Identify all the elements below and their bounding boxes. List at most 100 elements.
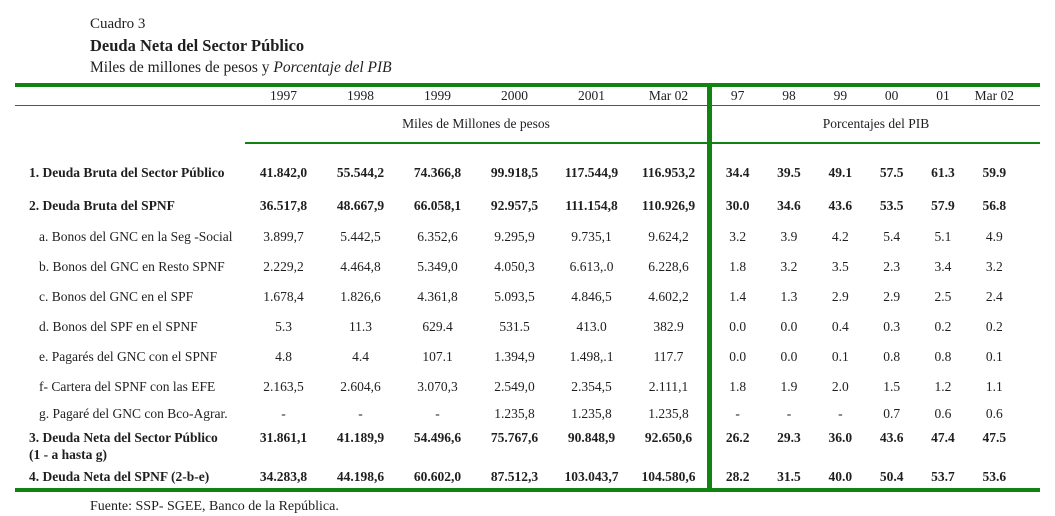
- pib-value-cell: 0.1: [831, 349, 849, 364]
- pesos-value-cell: 1.678,4: [263, 289, 304, 304]
- pesos-value-cell: -: [435, 406, 440, 421]
- pesos-value-cell: 11.3: [348, 319, 373, 334]
- pib-year-header-row: 97 98 99 00 01 Mar 02: [712, 87, 1040, 106]
- row-label: 1. Deuda Bruta del Sector Público: [15, 165, 245, 181]
- pesos-value-cell: 1.498,.1: [569, 349, 614, 364]
- pesos-group-label: Miles de Millones de pesos: [402, 116, 550, 131]
- pib-value-cell: 3.9: [780, 229, 798, 244]
- pib-value-cell: 43.6: [828, 198, 853, 213]
- pib-value-cell: 47.4: [931, 430, 955, 445]
- pib-value-cell: 57.9: [931, 198, 955, 213]
- pib-value-cell: 3.2: [985, 259, 1003, 274]
- table-row: d. Bonos del SPF en el SPNF 5.3 11.3 629.4 5…: [15, 312, 707, 342]
- pesos-value-cell: 3.899,7: [263, 229, 304, 244]
- row-label-line1: 3. Deuda Neta del Sector Público: [29, 430, 218, 445]
- pib-value-cell: 0.0: [729, 349, 747, 364]
- pesos-section: 1997 1998 1999 2000 2001 Mar 02 Miles de Mill…: [15, 87, 707, 488]
- row-label: d. Bonos del SPF en el SPNF: [15, 319, 245, 335]
- pib-group-label: Porcentajes del PIB: [822, 116, 930, 131]
- table-header-block: Cuadro 3 Deuda Neta del Sector Público M…: [90, 0, 1055, 79]
- pib-value-cell: 57.5: [879, 165, 904, 180]
- pesos-value-cell: 6.228,6: [648, 259, 689, 274]
- pib-value-cell: 5.4: [883, 229, 901, 244]
- pib-value-cell: 28.2: [725, 469, 750, 484]
- year-column-header: 1999: [424, 88, 451, 103]
- year-column-header: Mar 02: [648, 88, 689, 103]
- pesos-value-cell: 382.9: [653, 319, 684, 334]
- table-row: 1.8 3.2 3.5 2.3 3.4 3.2: [712, 252, 1040, 282]
- pib-value-cell: 2.0: [831, 379, 849, 394]
- table-title: Deuda Neta del Sector Público: [90, 36, 305, 55]
- pesos-value-cell: 3.070,3: [417, 379, 458, 394]
- pesos-value-cell: 2.229,2: [263, 259, 304, 274]
- year-column-header: Mar 02: [974, 88, 1014, 103]
- pib-value-cell: 2.4: [985, 289, 1003, 304]
- pesos-value-cell: 1.235,8: [494, 406, 535, 421]
- pib-rows: 34.4 39.5 49.1 57.5 61.3 59.9 30.0 34.6 43.6 53.5…: [712, 144, 1040, 488]
- pib-group-label-wrap: Porcentajes del PIB: [712, 106, 1040, 144]
- row-label-line1: a. Bonos del GNC en la Seg -Social: [39, 229, 233, 244]
- pesos-value-cell: 92.650,6: [644, 430, 693, 445]
- pib-value-cell: 59.9: [982, 165, 1007, 180]
- pib-value-cell: 4.2: [831, 229, 849, 244]
- table-row: 1.4 1.3 2.9 2.9 2.5 2.4: [712, 282, 1040, 312]
- row-label: f- Cartera del SPNF con las EFE: [15, 379, 245, 395]
- pib-value-cell: 50.4: [879, 469, 904, 484]
- pesos-value-cell: -: [281, 406, 286, 421]
- row-label-line1: c. Bonos del GNC en el SPF: [39, 289, 194, 304]
- table-row: 3. Deuda Neta del Sector Público (1 - a h…: [15, 426, 707, 466]
- pib-value-cell: -: [735, 406, 740, 421]
- row-label: a. Bonos del GNC en la Seg -Social: [15, 229, 245, 245]
- row-label-line1: e. Pagarés del GNC con el SPNF: [39, 349, 218, 364]
- pib-value-cell: 29.3: [777, 430, 801, 445]
- pib-value-cell: 0.8: [934, 349, 952, 364]
- row-label: b. Bonos del GNC en Resto SPNF: [15, 259, 245, 275]
- pesos-value-cell: 4.4: [352, 349, 369, 364]
- year-column-header: 97: [730, 88, 745, 103]
- pesos-value-cell: 5.093,5: [494, 289, 535, 304]
- pib-value-cell: 0.2: [985, 319, 1003, 334]
- row-label: 2. Deuda Bruta del SPNF: [15, 198, 245, 214]
- pesos-value-cell: 4.464,8: [340, 259, 381, 274]
- subtitle-italic: Porcentaje del PIB: [273, 59, 392, 76]
- pesos-value-cell: 60.602,0: [413, 469, 462, 484]
- row-label-line1: 1. Deuda Bruta del Sector Público: [29, 165, 225, 180]
- pesos-value-cell: 1.235,8: [648, 406, 689, 421]
- year-column-header: 1997: [270, 88, 297, 103]
- pesos-value-cell: 99.918,5: [490, 165, 539, 180]
- pesos-value-cell: 110.926,9: [641, 198, 696, 213]
- pesos-value-cell: 36.517,8: [259, 198, 308, 213]
- pesos-value-cell: 6.352,6: [417, 229, 458, 244]
- pesos-value-cell: 2.604,6: [340, 379, 381, 394]
- table-row: 2. Deuda Bruta del SPNF 36.517,8 48.667,9 6…: [15, 190, 707, 222]
- row-label-line1: f- Cartera del SPNF con las EFE: [39, 379, 216, 394]
- pib-value-cell: 43.6: [879, 430, 904, 445]
- pib-value-cell: 2.9: [831, 289, 849, 304]
- pesos-value-cell: 1.235,8: [571, 406, 612, 421]
- pesos-value-cell: 87.512,3: [490, 469, 539, 484]
- table-row: 0.0 0.0 0.4 0.3 0.2 0.2: [712, 312, 1040, 342]
- pesos-value-cell: 5.3: [275, 319, 292, 334]
- pib-section: 97 98 99 00 01 Mar 02 Porcentajes del PIB 34.…: [712, 87, 1040, 488]
- pesos-value-cell: 1.394,9: [494, 349, 535, 364]
- row-label: 4. Deuda Neta del SPNF (2-b-e): [15, 469, 245, 485]
- pib-value-cell: 2.9: [883, 289, 901, 304]
- pib-value-cell: 0.6: [934, 406, 952, 421]
- row-label-line1: g. Pagaré del GNC con Bco-Agrar.: [39, 406, 228, 421]
- pesos-value-cell: 54.496,6: [413, 430, 462, 445]
- row-label-line1: d. Bonos del SPF en el SPNF: [39, 319, 198, 334]
- pib-value-cell: -: [786, 406, 792, 421]
- pesos-value-cell: 117.544,9: [564, 165, 619, 180]
- pib-value-cell: 3.2: [780, 259, 798, 274]
- pesos-value-cell: -: [358, 406, 363, 421]
- pesos-value-cell: 116.953,2: [641, 165, 696, 180]
- year-column-header: 99: [833, 88, 848, 103]
- pesos-value-cell: 629.4: [422, 319, 453, 334]
- year-column-header: 00: [884, 88, 899, 103]
- table-row: f- Cartera del SPNF con las EFE 2.163,5 2.…: [15, 372, 707, 402]
- pib-value-cell: 5.1: [934, 229, 952, 244]
- pesos-value-cell: 2.354,5: [571, 379, 612, 394]
- row-label-line1: b. Bonos del GNC en Resto SPNF: [39, 259, 225, 274]
- pesos-value-cell: 5.442,5: [340, 229, 381, 244]
- row-label-line1: 4. Deuda Neta del SPNF (2-b-e): [29, 469, 210, 484]
